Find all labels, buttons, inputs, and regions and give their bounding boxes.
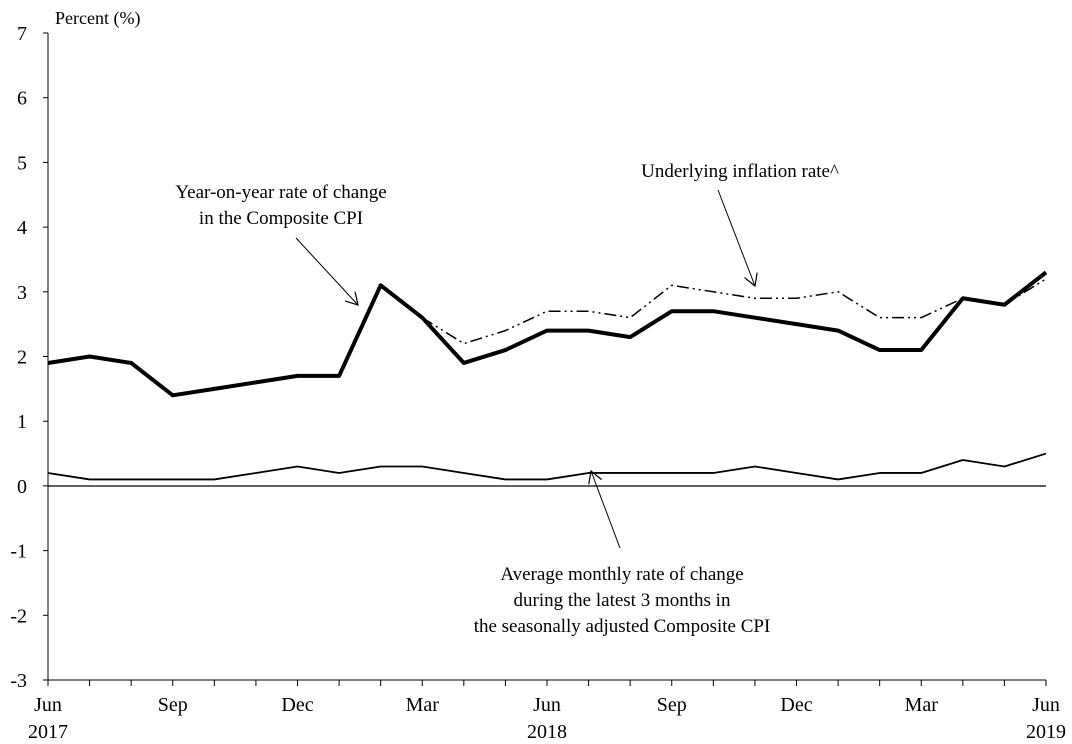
x-tick-label-month: Jun — [1032, 694, 1060, 716]
y-tick-label: 4 — [17, 217, 27, 239]
x-tick-label-year: 2018 — [527, 721, 567, 743]
x-tick-label-month: Jun — [533, 694, 561, 716]
x-tick-label-month: Dec — [780, 694, 812, 716]
x-tick-label-month: Mar — [905, 694, 939, 716]
yoy-label-line-1: Year-on-year rate of change — [175, 182, 386, 203]
series-line-monthly — [47, 452, 1047, 481]
series-layer — [47, 270, 1048, 481]
monthly-annotation: Average monthly rate of change during th… — [474, 471, 771, 637]
y-tick-label: 5 — [17, 152, 27, 174]
y-tick-label: -2 — [10, 605, 27, 627]
yoy-label-line-2: in the Composite CPI — [199, 208, 363, 229]
y-tick-label: 1 — [17, 411, 27, 433]
x-tick-label-month: Sep — [158, 694, 188, 716]
x-axis: Jun 2017 Sep Dec Mar Jun 2018 Sep Dec Mar Jun 2019 — [28, 680, 1066, 743]
monthly-label-line-2: during the latest 3 months in — [514, 590, 731, 611]
monthly-label-line-3: the seasonally adjusted Composite CPI — [474, 616, 771, 637]
x-tick-label-year: 2019 — [1026, 721, 1066, 743]
underlying-arrow — [717, 189, 755, 286]
monthly-label-line-1: Average monthly rate of change — [500, 564, 743, 585]
x-tick-label-month: Sep — [657, 694, 687, 716]
underlying-label-line-1: Underlying inflation rate^ — [641, 161, 839, 182]
x-tick-label-month: Jun — [34, 694, 62, 716]
y-tick-label: 3 — [17, 282, 27, 304]
monthly-arrow — [591, 471, 621, 549]
y-axis: -3 -2 -1 0 1 2 3 4 5 6 7 — [10, 23, 48, 692]
x-tick-label-year: 2017 — [28, 721, 68, 743]
y-tick-label: 2 — [17, 347, 27, 369]
yoy-arrow — [295, 237, 358, 305]
y-axis-label: Percent (%) — [55, 8, 140, 29]
y-tick-label: 0 — [17, 476, 27, 498]
series-line-yoy — [47, 270, 1048, 398]
y-tick-label: 6 — [17, 88, 27, 110]
y-tick-label: -3 — [10, 670, 27, 692]
yoy-annotation: Year-on-year rate of change in the Compo… — [175, 182, 387, 305]
series-line-underlying — [421, 278, 1047, 345]
x-tick-label-month: Dec — [281, 694, 313, 716]
x-tick-label-month: Mar — [406, 694, 440, 716]
y-tick-label: 7 — [17, 23, 27, 45]
underlying-annotation: Underlying inflation rate^ — [641, 161, 839, 286]
y-tick-label: -1 — [10, 541, 27, 563]
